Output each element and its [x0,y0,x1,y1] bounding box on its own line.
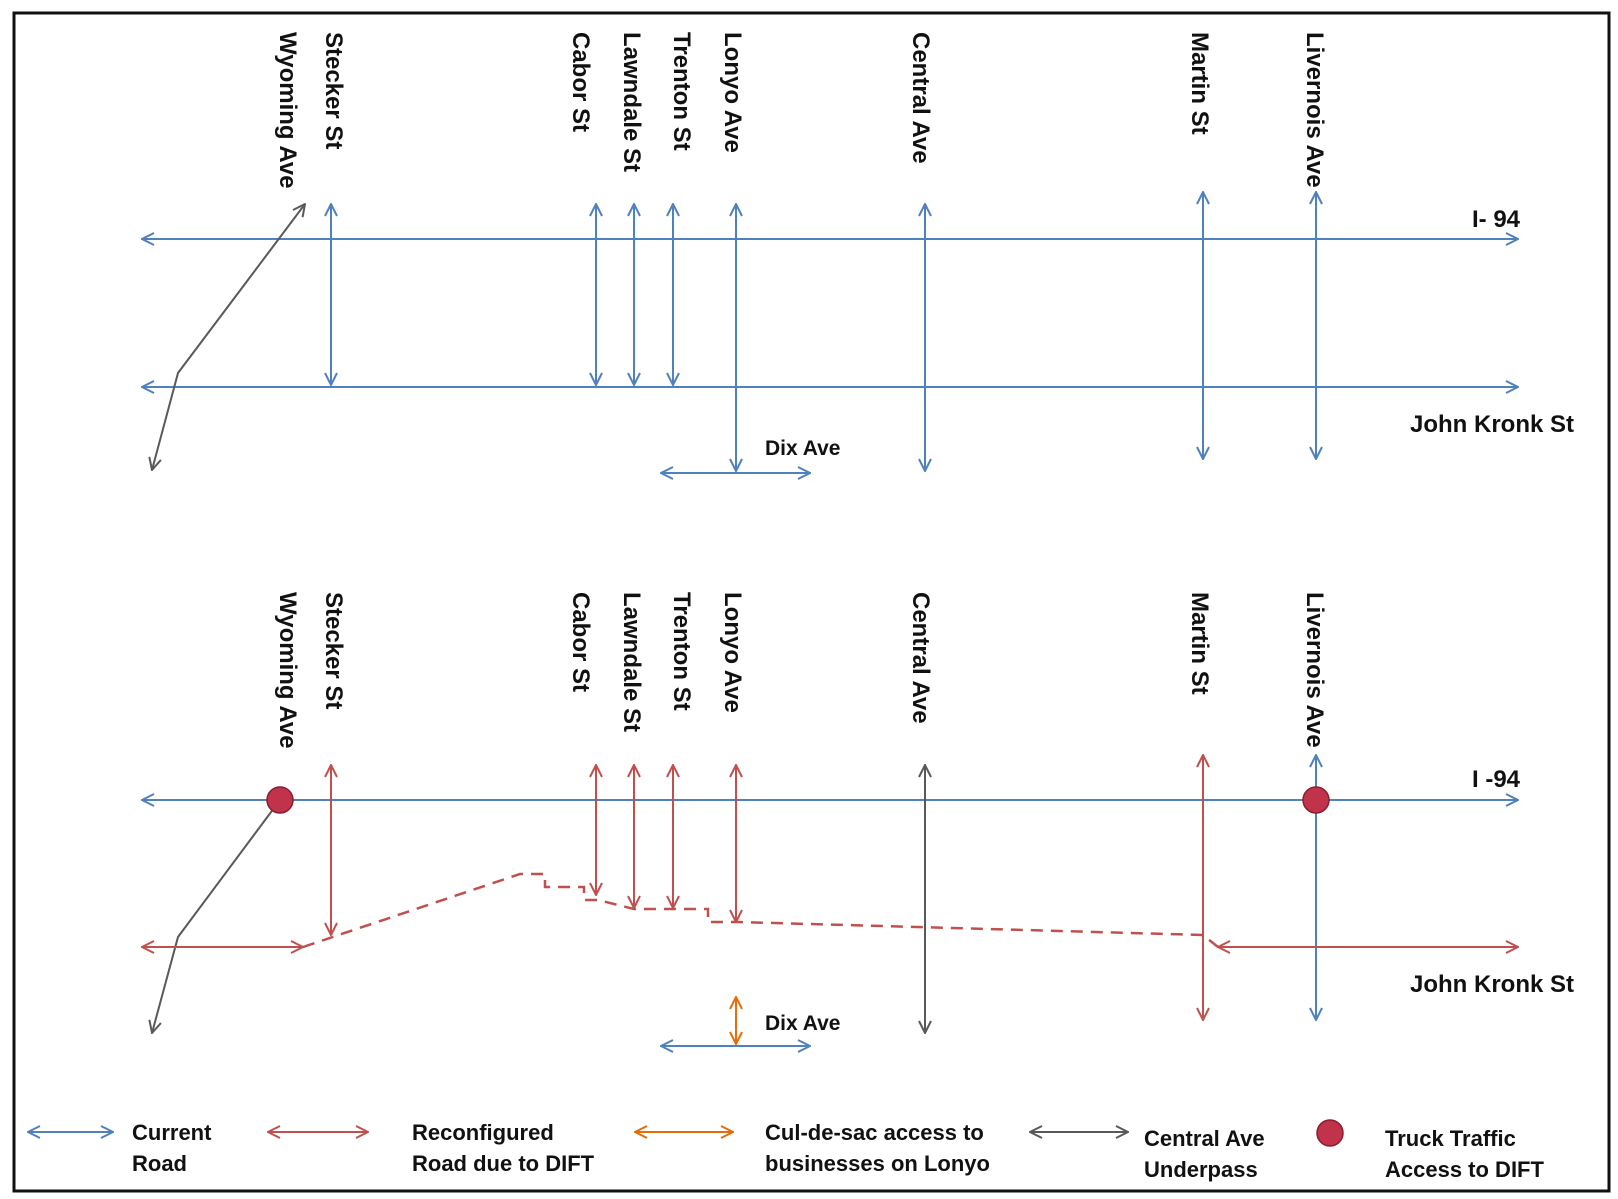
legend-truck-access: Truck Traffic Access to DIFT [1316,1119,1544,1182]
legend-truck-access-label-2: Access to DIFT [1385,1157,1544,1182]
top-label-cabor: Cabor St [567,32,594,132]
legend-central-underpass-label-2: Underpass [1144,1157,1258,1182]
top-label-wyoming: Wyoming Ave [274,32,301,188]
top-label-john-kronk: John Kronk St [1410,411,1574,438]
legend-current-road-label-2: Road [132,1151,187,1176]
top-label-dix: Dix Ave [765,437,840,460]
bottom-wyoming-road [152,799,281,1033]
legend-truck-access-swatch [1316,1119,1344,1147]
legend-reconfigured-road-label-1: Reconfigured [412,1120,554,1145]
bottom-john-kronk-dashed-reroute [302,872,1219,949]
legend-current-road-label-1: Current [132,1120,212,1145]
bottom-label-wyoming: Wyoming Ave [274,592,301,748]
top-label-trenton: Trenton St [668,32,695,151]
legend-current-road: Current Road [28,1120,212,1176]
bottom-label-lawndale: Lawndale St [618,592,645,732]
top-label-i94: I- 94 [1472,206,1521,233]
top-label-central: Central Ave [907,32,934,164]
legend: Current Road Reconfigured Road due to DI… [28,1119,1544,1182]
bottom-label-martin: Martin St [1186,592,1213,695]
top-label-lonyo: Lonyo Ave [719,32,746,153]
bottom-label-cabor: Cabor St [567,592,594,692]
legend-truck-access-label-1: Truck Traffic [1385,1126,1516,1151]
bottom-label-trenton: Trenton St [668,592,695,711]
top-label-livernois: Livernois Ave [1301,32,1328,188]
top-label-martin: Martin St [1186,32,1213,135]
top-label-lawndale: Lawndale St [618,32,645,172]
legend-central-underpass: Central Ave Underpass [1030,1126,1265,1182]
bottom-panel: Wyoming Ave Stecker St Cabor St Lawndale… [142,592,1574,1046]
legend-culdesac-label-2: businesses on Lonyo [765,1151,990,1176]
bottom-label-stecker: Stecker St [320,592,347,709]
top-panel: Wyoming Ave Stecker St Cabor St Lawndale… [142,32,1574,473]
bottom-label-john-kronk: John Kronk St [1410,971,1574,998]
legend-culdesac: Cul-de-sac access to businesses on Lonyo [635,1120,990,1176]
legend-reconfigured-road: Reconfigured Road due to DIFT [268,1120,595,1176]
diagram-frame [12,11,1611,1193]
bottom-label-dix: Dix Ave [765,1012,840,1035]
legend-reconfigured-road-label-2: Road due to DIFT [412,1151,595,1176]
bottom-label-livernois: Livernois Ave [1301,592,1328,748]
bottom-label-lonyo: Lonyo Ave [719,592,746,713]
top-label-stecker: Stecker St [320,32,347,149]
legend-culdesac-label-1: Cul-de-sac access to [765,1120,984,1145]
legend-central-underpass-label-1: Central Ave [1144,1126,1265,1151]
bottom-label-central: Central Ave [907,592,934,724]
top-wyoming-road [152,204,305,470]
truck-access-point-wyoming [266,786,294,814]
bottom-label-i94: I -94 [1472,766,1521,793]
truck-access-point-livernois [1302,786,1330,814]
